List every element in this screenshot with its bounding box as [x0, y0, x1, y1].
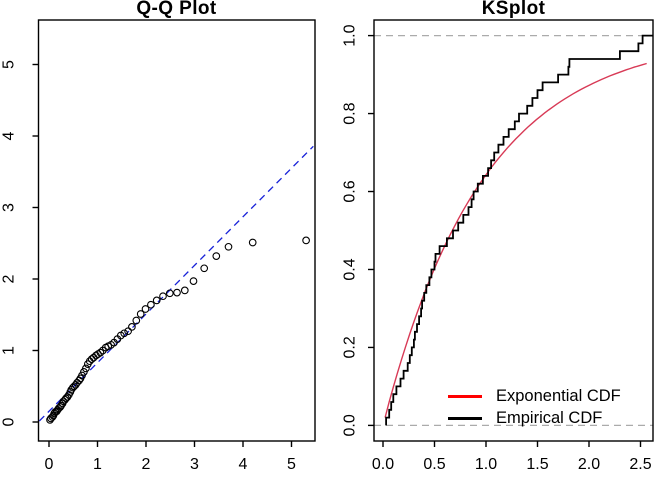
- qq-point: [224, 242, 233, 251]
- qq-point: [248, 238, 257, 247]
- qq-plot: 0 1 2 3 4 5 0 1 2 3 4 5: [1, 19, 316, 473]
- ks-plot: 0.0 0.5 1.0 1.5 2.0 2.5 0.0 0.2 0.4 0.6 0.8 1.0: [342, 19, 654, 473]
- qq-point: [141, 305, 150, 313]
- y-axis-tick-label: 0.0: [342, 414, 359, 436]
- y-axis-tick-label: 3: [1, 203, 18, 212]
- qq-point: [96, 348, 105, 357]
- y-axis-tick-label: 1.0: [342, 24, 359, 46]
- qq-point: [212, 252, 221, 260]
- qq-point: [132, 316, 141, 325]
- ks-plot-title: KSplot: [481, 0, 546, 19]
- x-axis-tick-label: 5: [287, 456, 296, 473]
- exponential-cdf-legend-label: Exponential CDF: [496, 386, 621, 405]
- qq-point: [128, 323, 136, 331]
- qq-point: [57, 401, 65, 410]
- x-axis-tick-label: 2: [142, 456, 151, 473]
- qq-plot-title: Q-Q Plot: [136, 0, 217, 19]
- empirical-cdf-step-line: [385, 34, 653, 426]
- qq-points: [46, 236, 310, 424]
- x-axis-tick-label: 1.5: [526, 456, 548, 473]
- exponential-cdf-line-swatch: [448, 394, 482, 398]
- y-axis-tick-label: 0: [1, 417, 18, 426]
- legend-row-empirical: Empirical CDF: [448, 407, 621, 429]
- y-axis-tick-label: 0.4: [342, 258, 359, 280]
- empirical-cdf-line-swatch: [448, 416, 482, 420]
- exponential-cdf-curve: [384, 62, 647, 418]
- y-axis-tick-label: 0.2: [342, 336, 359, 358]
- y-axis-tick-label: 0.8: [342, 102, 359, 124]
- qq-point: [136, 310, 145, 318]
- qq-plot-border: [37, 19, 316, 442]
- y-axis-tick-label: 4: [1, 131, 18, 140]
- qq-point: [302, 236, 310, 245]
- qq-point: [165, 289, 174, 298]
- qq-point: [180, 286, 189, 295]
- qq-point: [173, 288, 181, 297]
- y-axis-tick-label: 0.6: [342, 180, 359, 202]
- qq-point: [147, 300, 155, 309]
- ks-plot-border: [373, 19, 654, 442]
- y-axis-tick-label: 1: [1, 346, 18, 355]
- x-axis-tick-label: 2.0: [578, 456, 600, 473]
- qq-point: [78, 371, 86, 380]
- x-axis-tick-label: 0.0: [372, 456, 394, 473]
- x-axis-tick-label: 0.5: [423, 456, 445, 473]
- qq-reference-dashed-line: [38, 145, 314, 422]
- x-axis-tick-label: 2.5: [629, 456, 651, 473]
- empirical-cdf-legend-label: Empirical CDF: [496, 408, 603, 427]
- x-axis-tick-label: 3: [190, 456, 199, 473]
- x-axis-tick-label: 4: [239, 456, 248, 473]
- y-axis-tick-label: 5: [1, 60, 18, 69]
- qq-point: [124, 327, 132, 336]
- qq-point: [120, 329, 129, 338]
- x-axis-tick-label: 1: [93, 456, 102, 473]
- x-axis-tick-label: 1.0: [475, 456, 497, 473]
- qq-point: [189, 277, 198, 285]
- qq-point: [159, 292, 167, 301]
- legend-row-exponential: Exponential CDF: [448, 385, 621, 407]
- qq-point: [82, 364, 90, 373]
- qq-point: [152, 296, 161, 305]
- ks-plot-legend: Exponential CDF Empirical CDF: [448, 385, 621, 429]
- qq-point: [200, 264, 209, 273]
- y-axis-tick-label: 2: [1, 274, 18, 283]
- x-axis-tick-label: 0: [45, 456, 54, 473]
